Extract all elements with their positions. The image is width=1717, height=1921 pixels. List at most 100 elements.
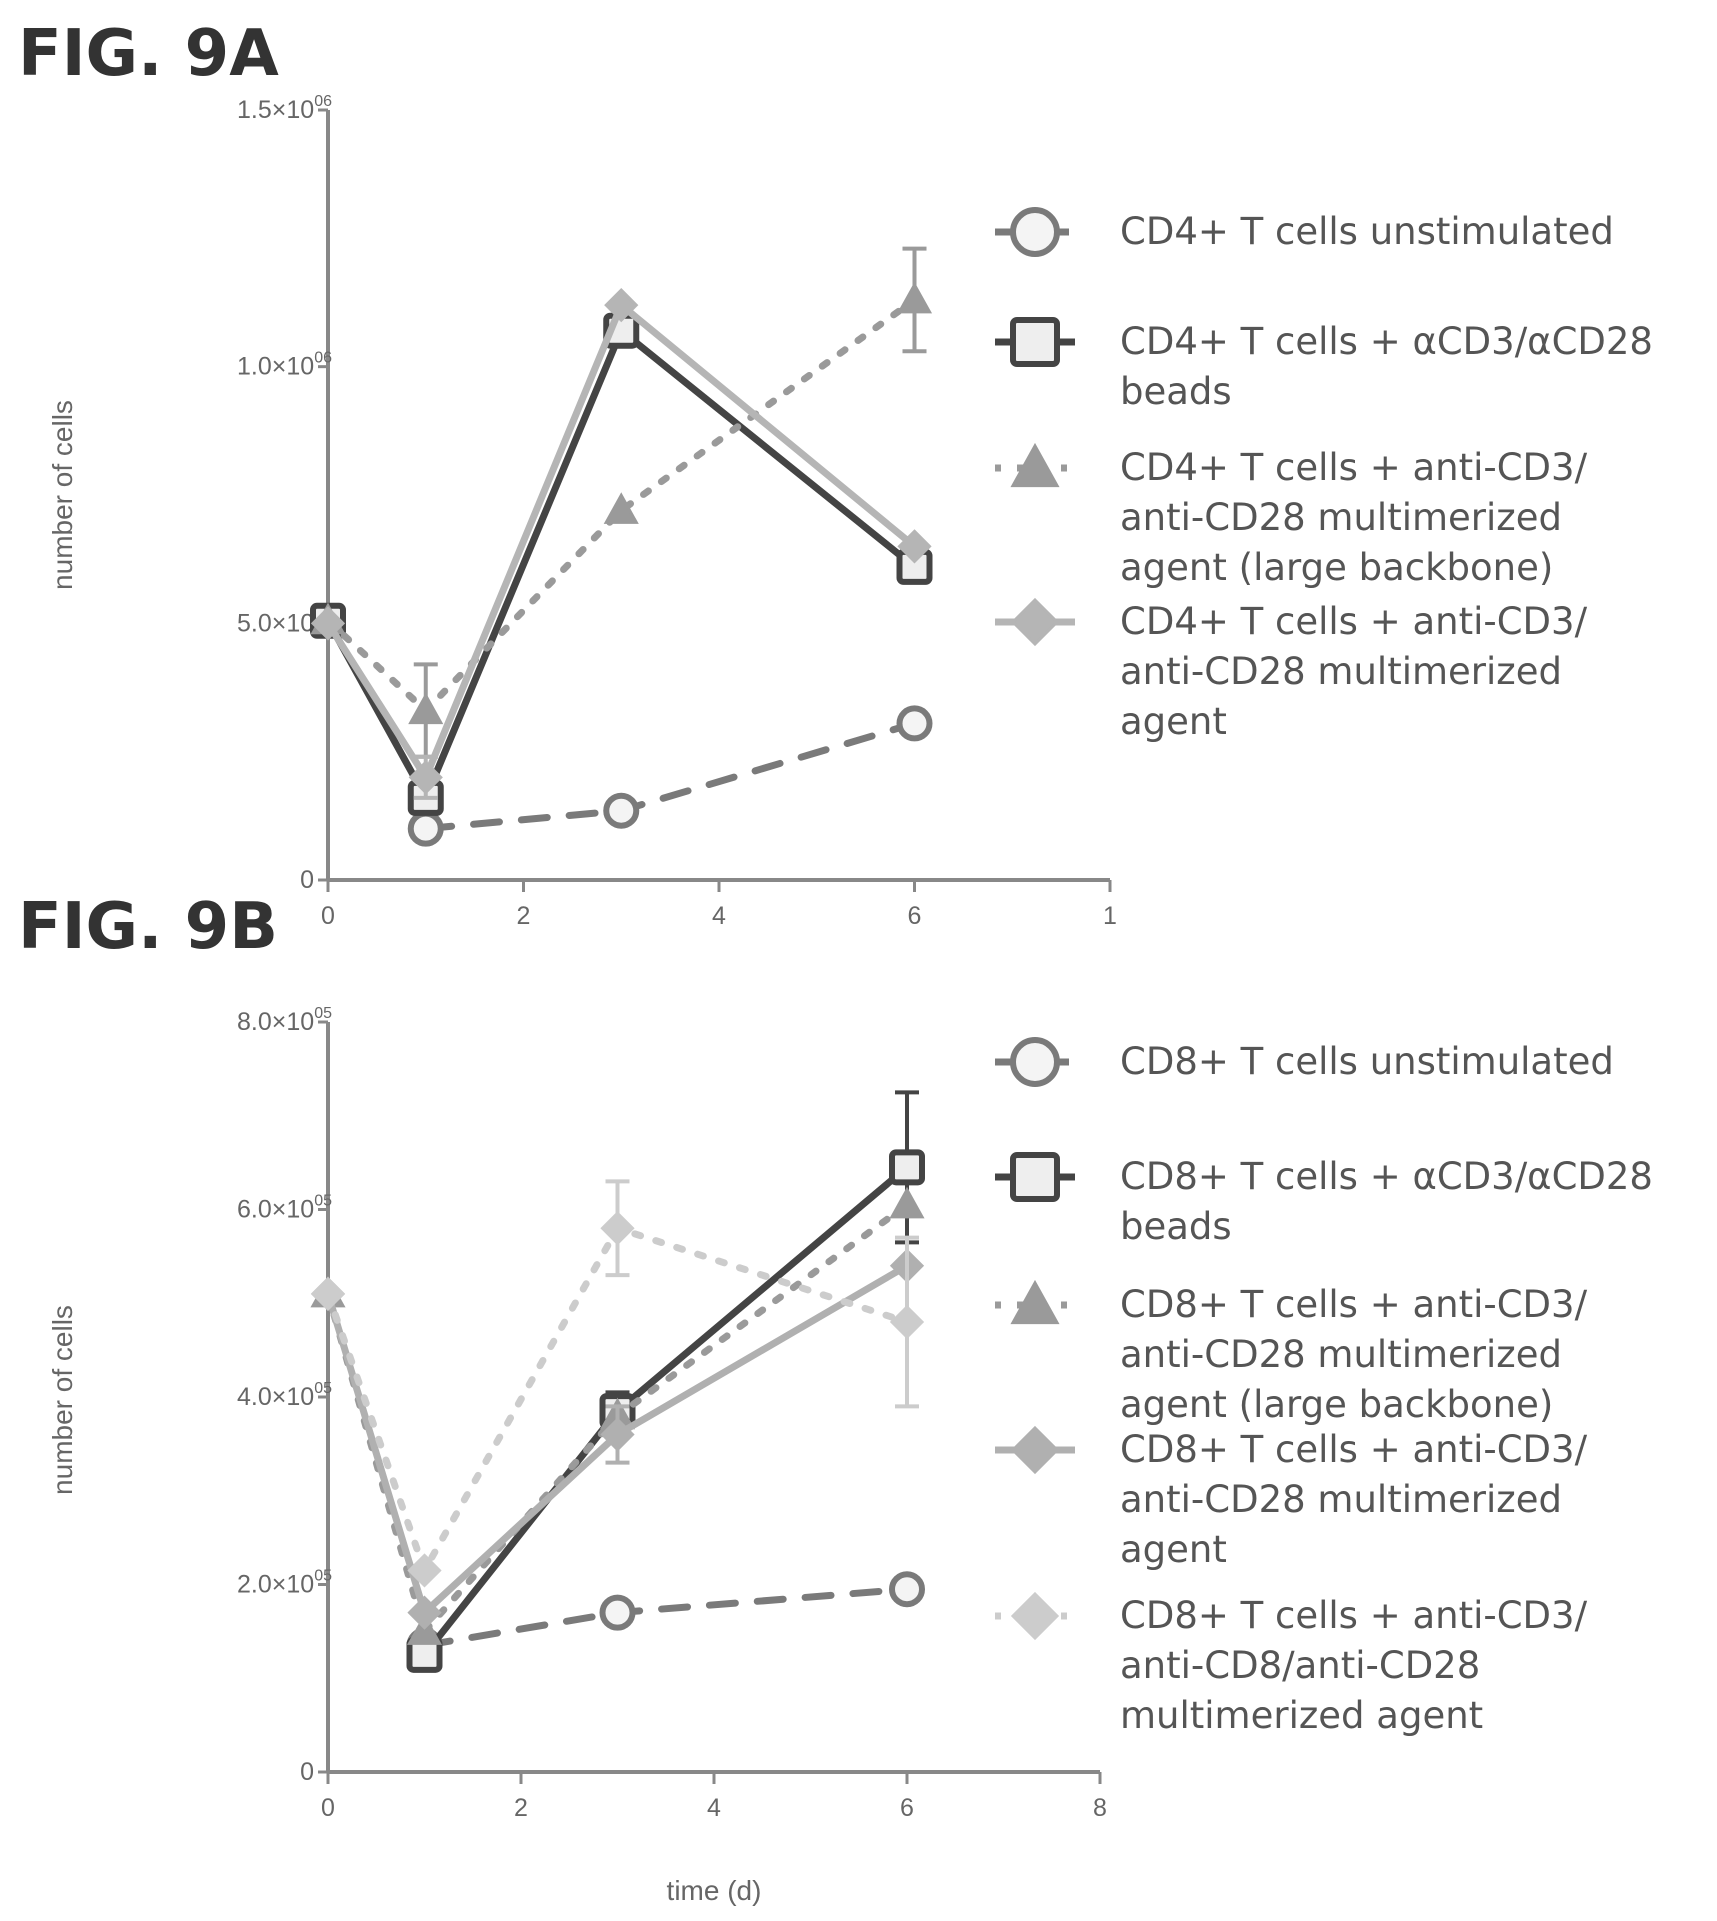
- data-point: [889, 1186, 925, 1219]
- legend-label: CD4+ T cells unstimulated: [1120, 210, 1614, 253]
- y-tick-exponent: 06: [314, 350, 332, 367]
- data-point: [407, 1595, 442, 1630]
- data-point: [604, 287, 639, 323]
- x-tick-label: 0: [321, 1794, 335, 1822]
- x-axis-title: time (d): [667, 1875, 762, 1906]
- data-point: [310, 606, 346, 641]
- legend-label: CD8+ T cells + anti-CD3/: [1120, 1428, 1588, 1471]
- series-1: [406, 1571, 925, 1664]
- legend-entry: CD8+ T cells unstimulated: [995, 1037, 1614, 1087]
- series-5: [310, 1179, 925, 1588]
- data-point: [600, 1211, 635, 1246]
- data-point: [406, 1613, 443, 1645]
- legend-marker-swatch: [1010, 1425, 1060, 1475]
- x-tick-label: 4: [707, 1794, 721, 1822]
- data-point: [889, 1149, 925, 1186]
- legend-label: agent: [1120, 1528, 1227, 1571]
- x-tick-label: 2: [514, 1794, 528, 1822]
- series-1: [407, 705, 933, 847]
- legend-entry: CD8+ T cells + anti-CD3/anti-CD28 multim…: [995, 1279, 1588, 1426]
- series-4: [310, 287, 932, 800]
- y-tick-exponent: 05: [314, 1380, 332, 1397]
- legend-label: anti-CD28 multimerized: [1120, 1333, 1562, 1376]
- legend-entry: CD8+ T cells + anti-CD3/anti-CD8/anti-CD…: [995, 1591, 1588, 1737]
- legend-marker-swatch: [1010, 1152, 1060, 1202]
- y-tick-label: 1.0×1006: [237, 350, 332, 381]
- y-axis-title: number of cells: [47, 400, 78, 590]
- y-tick-label: 2.0×1005: [237, 1568, 332, 1599]
- legend-label: CD4+ T cells + anti-CD3/: [1120, 446, 1588, 489]
- series-line: [324, 327, 918, 802]
- legend-label: CD8+ T cells + anti-CD3/: [1120, 1594, 1588, 1637]
- x-tick-label: 1: [1103, 902, 1117, 930]
- legend-label: CD4+ T cells + anti-CD3/: [1120, 600, 1588, 643]
- y-tick-label: 8.0×1005: [237, 1005, 332, 1036]
- y-tick-label: 4.0×1005: [237, 1380, 332, 1411]
- data-point: [310, 1276, 346, 1311]
- legend-label: agent (large backbone): [1120, 546, 1553, 589]
- legend-entry: CD4+ T cells + anti-CD3/anti-CD28 multim…: [995, 597, 1588, 743]
- legend-label: beads: [1120, 370, 1232, 413]
- series-line: [324, 1224, 911, 1574]
- x-tick-label: 0: [321, 902, 335, 930]
- legend-label: anti-CD28 multimerized: [1120, 1478, 1562, 1521]
- data-point: [408, 692, 444, 725]
- legend-label: CD8+ T cells + αCD3/αCD28: [1120, 1155, 1653, 1198]
- series-line: [324, 1262, 911, 1617]
- data-point: [407, 810, 444, 847]
- legend-entry: CD8+ T cells + αCD3/αCD28 beads: [995, 1152, 1653, 1248]
- legend-entry: CD4+ T cells + anti-CD3/anti-CD28 multim…: [995, 442, 1588, 589]
- legend-label: CD8+ T cells + anti-CD3/: [1120, 1283, 1588, 1326]
- data-point: [603, 492, 639, 524]
- x-tick-label: 2: [517, 902, 531, 930]
- legend-marker-swatch: [1010, 207, 1060, 257]
- y-tick-label: 0: [300, 866, 314, 894]
- data-point: [889, 1304, 925, 1340]
- series-line: [324, 296, 918, 715]
- data-point: [407, 1553, 442, 1588]
- legend-marker-swatch: [1010, 317, 1060, 367]
- series-line: [421, 1163, 911, 1659]
- legend-label: agent: [1120, 700, 1227, 743]
- legend-marker-swatch: [1010, 1591, 1060, 1641]
- y-tick-exponent: 06: [314, 93, 332, 110]
- x-tick-label: 6: [908, 902, 922, 930]
- series-line: [421, 1585, 911, 1649]
- series-2: [406, 1090, 925, 1673]
- data-point: [599, 1594, 636, 1631]
- series-line: [422, 719, 918, 833]
- legend-marker-swatch: [1010, 442, 1060, 488]
- data-point: [897, 529, 932, 564]
- legend-label: anti-CD8/anti-CD28: [1120, 1644, 1480, 1687]
- y-tick-label: 1.5×1006: [237, 93, 332, 124]
- legend-entry: CD8+ T cells + anti-CD3/anti-CD28 multim…: [995, 1425, 1588, 1571]
- chart-panel-2: FIG. 9B 0 2.0×1005 4.0×1005 6.0×1005 8.0×1005…: [18, 890, 1653, 1906]
- legend-label: anti-CD28 multimerized: [1120, 496, 1562, 539]
- legend-marker-swatch: [1010, 597, 1060, 647]
- figure-label: FIG. 9A: [18, 17, 279, 91]
- series-2: [310, 312, 933, 816]
- y-tick-label: 6.0×1005: [237, 1193, 332, 1224]
- legend-label: CD4+ T cells + αCD3/αCD28: [1120, 320, 1653, 363]
- data-point: [889, 1571, 925, 1608]
- legend-label: CD8+ T cells unstimulated: [1120, 1040, 1614, 1083]
- data-point: [896, 281, 933, 314]
- series-line: [324, 301, 918, 781]
- y-tick-label: 0: [300, 1758, 314, 1786]
- y-tick-exponent: 05: [314, 1193, 332, 1210]
- x-tick-label: 8: [1093, 1794, 1107, 1822]
- legend-label: beads: [1120, 1205, 1232, 1248]
- x-tick-label: 6: [900, 1794, 914, 1822]
- legend-entry: CD4+ T cells unstimulated: [995, 207, 1614, 257]
- legend-label: agent (large backbone): [1120, 1383, 1553, 1426]
- y-axis-title: number of cells: [47, 1305, 78, 1495]
- x-tick-label: 4: [712, 902, 726, 930]
- legend-label: multimerized agent: [1120, 1694, 1483, 1737]
- legend-entry: CD4+ T cells + αCD3/αCD28 beads: [995, 317, 1653, 413]
- y-tick-exponent: 05: [314, 1568, 332, 1585]
- y-tick-exponent: 05: [314, 1005, 332, 1022]
- data-point: [603, 792, 640, 829]
- data-point: [408, 760, 443, 795]
